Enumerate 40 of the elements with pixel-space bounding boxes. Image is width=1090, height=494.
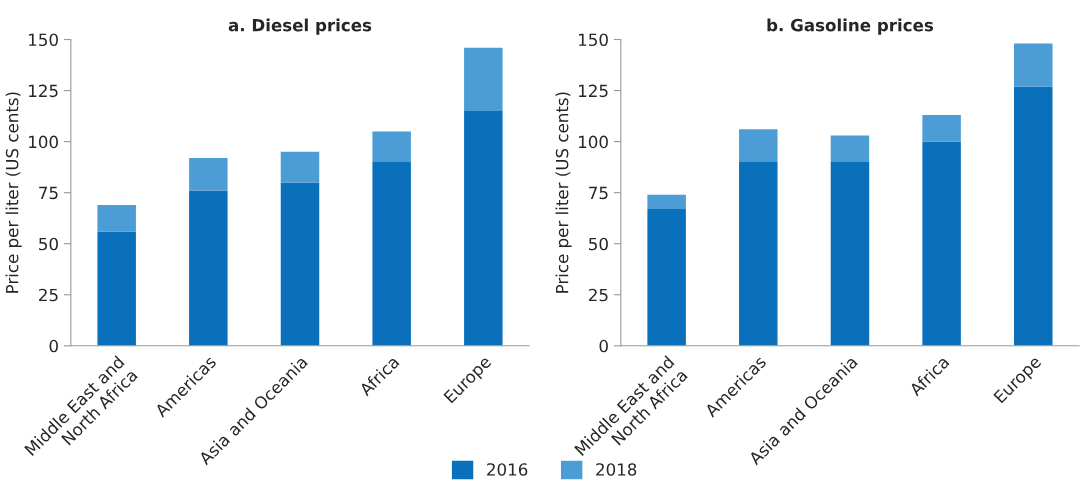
bar xyxy=(739,129,778,163)
bar xyxy=(830,135,870,163)
chart-title: b. Gasoline prices xyxy=(767,18,934,35)
bar xyxy=(372,131,411,163)
y-axis-title: Price per liter (US cents) xyxy=(555,92,572,293)
y-tick-label: 25 xyxy=(39,288,58,302)
bar xyxy=(280,151,320,183)
y-tick-label: 0 xyxy=(599,339,608,353)
y-tick-label: 0 xyxy=(49,339,58,353)
bar xyxy=(830,162,870,346)
bar xyxy=(922,115,961,142)
bar xyxy=(97,231,136,346)
y-tick-label: 150 xyxy=(579,33,608,47)
y-tick-label: 25 xyxy=(589,288,608,302)
y-tick-label: 50 xyxy=(589,237,608,251)
legend-label: 2016 xyxy=(487,463,528,476)
y-tick-label: 75 xyxy=(39,186,58,200)
y-tick-label: 100 xyxy=(579,135,608,149)
legend-label: 2018 xyxy=(596,463,637,476)
bar xyxy=(647,208,686,346)
y-axis-title: Price per liter (US cents) xyxy=(5,92,22,293)
bar xyxy=(372,162,411,346)
bar xyxy=(1014,43,1053,87)
bar xyxy=(739,162,778,346)
bar xyxy=(922,141,961,346)
y-tick-label: 75 xyxy=(589,186,608,200)
chart-title: a. Diesel prices xyxy=(228,18,372,35)
y-tick-label: 100 xyxy=(29,135,58,149)
bar xyxy=(280,182,320,346)
y-tick-label: 50 xyxy=(39,237,58,251)
bar xyxy=(647,194,686,209)
bar xyxy=(464,110,503,346)
y-tick-label: 125 xyxy=(579,84,608,98)
bar xyxy=(97,204,136,232)
bar xyxy=(1014,86,1053,346)
bar xyxy=(189,157,228,191)
bar xyxy=(189,190,228,346)
bar xyxy=(464,47,503,111)
y-tick-label: 150 xyxy=(29,33,58,47)
y-tick-label: 125 xyxy=(29,84,58,98)
